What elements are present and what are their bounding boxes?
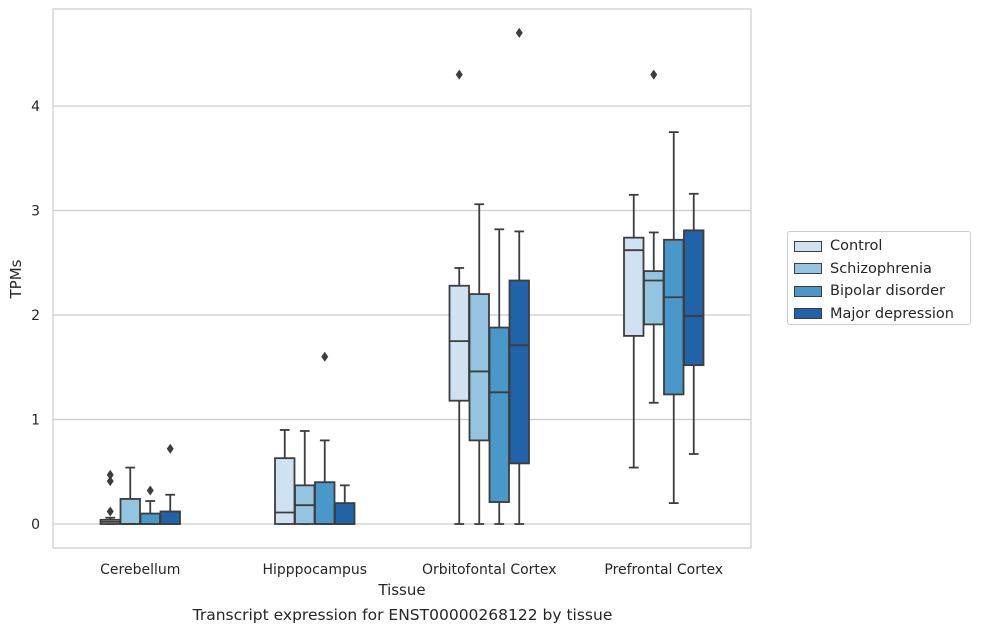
outlier-point: [455, 69, 463, 80]
legend-label-schizophrenia: Schizophrenia: [830, 260, 932, 277]
outlier-point: [146, 485, 154, 496]
y-tick-label: 2: [31, 308, 40, 324]
legend-item-schizophrenia: Schizophrenia: [794, 258, 964, 281]
legend: Control Schizophrenia Bipolar disorder M…: [787, 231, 971, 325]
x-tick-labels: Cerebellum Hipppocampus Orbitofontal Corte…: [100, 562, 723, 578]
box-body: [274, 457, 296, 525]
box-body: [488, 326, 510, 503]
legend-swatch-major-depression: [794, 308, 822, 320]
outlier-point: [321, 351, 329, 362]
legend-swatch-bipolar-disorder: [794, 285, 822, 297]
legend-label-major-depression: Major depression: [830, 305, 954, 322]
box-group: [99, 469, 121, 525]
box-body: [314, 481, 336, 525]
x-tick-label: Prefrontal Cortex: [604, 562, 723, 578]
legend-label-bipolar-disorder: Bipolar disorder: [830, 283, 945, 300]
boxes: [99, 27, 705, 525]
box-body: [159, 510, 181, 525]
box-group: [683, 192, 705, 455]
outlier-point: [166, 443, 174, 454]
outlier-point: [515, 27, 523, 38]
box-body: [334, 502, 356, 525]
box-group: [468, 203, 490, 525]
x-tick-label: Hipppocampus: [262, 562, 367, 578]
y-tick-label: 4: [31, 99, 40, 115]
box-group: [119, 466, 141, 525]
y-tick-label: 0: [31, 517, 40, 533]
box-body: [119, 498, 141, 525]
box-group: [159, 443, 181, 525]
x-tick-label: Orbitofontal Cortex: [422, 562, 557, 578]
box-body: [448, 284, 470, 402]
outlier-point: [650, 69, 658, 80]
legend-item-control: Control: [794, 235, 964, 258]
box-body: [508, 279, 530, 465]
x-tick-label: Cerebellum: [100, 562, 180, 578]
x-axis-label: Tissue: [377, 581, 425, 599]
box-body: [663, 238, 685, 396]
outlier-point: [106, 506, 114, 517]
box-body: [468, 293, 490, 442]
box-body: [683, 229, 705, 367]
y-tick-labels: 0 1 2 3 4: [31, 99, 40, 533]
box-group: [274, 429, 296, 525]
outlier-point: [106, 476, 114, 487]
box-body: [139, 512, 161, 525]
box-group: [139, 485, 161, 525]
y-axis-label: TPMs: [7, 259, 25, 299]
legend-label-control: Control: [830, 238, 883, 255]
box-body: [643, 270, 665, 326]
figure-caption: Transcript expression for ENST0000026812…: [192, 606, 613, 624]
outlier-point: [106, 469, 114, 480]
box-body: [623, 236, 645, 337]
box-group: [508, 27, 530, 525]
y-tick-label: 1: [31, 413, 40, 429]
legend-item-major-depression: Major depression: [794, 303, 964, 326]
legend-swatch-schizophrenia: [794, 263, 822, 275]
y-tick-label: 3: [31, 204, 40, 220]
legend-swatch-control: [794, 240, 822, 252]
box-group: [334, 484, 356, 525]
legend-item-bipolar-disorder: Bipolar disorder: [794, 280, 964, 303]
